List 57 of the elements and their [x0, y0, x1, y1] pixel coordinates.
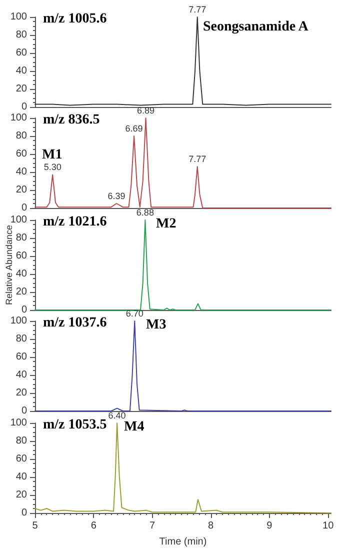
x-tick-label: 7 — [149, 520, 156, 532]
y-tick-label: 60 — [16, 48, 28, 58]
y-tick-label: 40 — [16, 166, 28, 178]
y-tick-label: 20 — [16, 84, 28, 94]
chart-subtitle: M3 — [146, 318, 166, 332]
y-tick-label: 60 — [16, 454, 28, 464]
annotation: 6.39 — [108, 191, 126, 201]
y-tick-label: 80 — [16, 30, 28, 40]
chart-subtitle: M4 — [124, 420, 144, 434]
y-tick-label: 80 — [16, 334, 28, 344]
chart-subtitle: M2 — [156, 216, 176, 232]
y-tick-label: 100 — [10, 112, 28, 124]
y-tick-label: 0 — [21, 406, 28, 416]
annotation: 5.30 — [44, 162, 62, 172]
x-axis-title: Time (min) — [159, 536, 207, 548]
annotation: 6.88 — [136, 208, 154, 218]
y-tick-label: 20 — [16, 286, 28, 298]
y-tick-label: 100 — [10, 316, 28, 326]
y-tick-label: 0 — [21, 102, 28, 112]
y-tick-label: 60 — [16, 148, 28, 160]
x-tick-label: 10 — [322, 520, 334, 532]
x-tick-label: 6 — [90, 520, 97, 532]
chart-title: m/z 1037.6 — [43, 316, 107, 330]
y-tick-label: 20 — [16, 184, 28, 196]
chart-title: m/z 1021.6 — [43, 214, 107, 230]
y-tick-label: 40 — [16, 370, 28, 380]
y-tick-label: 0 — [21, 508, 28, 518]
y-tick-label: 20 — [16, 490, 28, 500]
annotation: 7.77 — [188, 4, 206, 14]
chart-title: m/z 1005.6 — [43, 12, 107, 26]
y-tick-label: 80 — [16, 436, 28, 446]
y-tick-label: 60 — [16, 352, 28, 362]
y-tick-label: 20 — [16, 388, 28, 398]
y-tick-label: 40 — [16, 268, 28, 280]
chart-subtitle: Seongsanamide A — [203, 20, 310, 34]
chart-title: m/z 1053.5 — [43, 418, 107, 432]
y-tick-label: 100 — [10, 214, 28, 226]
y-tick-label: 40 — [16, 66, 28, 76]
x-tick-label: 5 — [32, 520, 38, 532]
y-tick-label: 60 — [16, 250, 28, 262]
chart-title: m/z 836.5 — [43, 112, 100, 128]
y-tick-label: 0 — [21, 202, 28, 214]
y-tick-label: 40 — [16, 472, 28, 482]
annotation: 6.70 — [126, 308, 144, 318]
annotation: 7.77 — [188, 154, 206, 164]
text: M1 — [42, 148, 62, 162]
y-tick-label: 80 — [16, 130, 28, 142]
y-tick-label: 80 — [16, 232, 28, 244]
x-tick-label: 8 — [208, 520, 214, 532]
y-tick-label: 100 — [10, 12, 28, 22]
y-tick-label: 100 — [10, 418, 28, 428]
annotation: 6.69 — [125, 124, 143, 134]
y-axis-title: Relative Abundance — [4, 224, 14, 306]
annotation: 6.40 — [108, 410, 126, 420]
x-tick-label: 9 — [266, 520, 273, 532]
y-tick-label: 0 — [21, 304, 28, 316]
annotation: 6.89 — [137, 106, 155, 116]
